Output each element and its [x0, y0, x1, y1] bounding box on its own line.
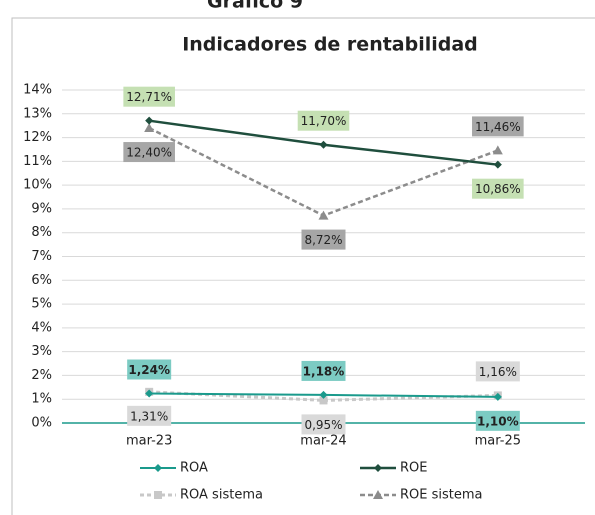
value-label: 1,10% [477, 414, 519, 428]
y-tick-label: 13% [23, 106, 52, 121]
value-label-box [301, 229, 346, 250]
value-label: 12,40% [126, 146, 172, 160]
value-label-box [301, 414, 346, 435]
value-label-box [127, 359, 172, 380]
y-tick-label: 6% [31, 273, 52, 288]
legend-label: ROA sistema [180, 488, 263, 503]
legend-label: ROE [400, 461, 427, 476]
value-label-box [472, 116, 524, 137]
marker [318, 210, 329, 220]
value-label: 10,86% [475, 182, 521, 196]
marker [319, 396, 328, 405]
y-tick-label: 3% [31, 344, 52, 359]
chart-frame [11, 17, 595, 515]
value-label-box [127, 405, 172, 426]
value-label: 1,16% [479, 365, 517, 379]
chart-heading: Gráfico 9 [207, 0, 303, 13]
y-tick-label: 9% [31, 201, 52, 216]
value-label: 1,24% [128, 363, 170, 377]
y-tick-label: 7% [31, 249, 52, 264]
value-label: 12,71% [126, 90, 172, 104]
value-label: 0,95% [304, 418, 342, 432]
marker [145, 389, 154, 398]
marker [144, 123, 155, 133]
y-tick-label: 12% [23, 130, 52, 145]
y-tick-label: 10% [23, 178, 52, 193]
value-label-box [297, 110, 350, 131]
x-tick-label: mar-23 [126, 434, 172, 449]
y-tick-label: 11% [23, 154, 52, 169]
value-label-box [472, 178, 524, 199]
x-tick-label: mar-25 [475, 434, 521, 449]
y-tick-label: 5% [31, 297, 52, 312]
marker [493, 392, 502, 401]
y-tick-label: 8% [31, 225, 52, 240]
marker [493, 160, 502, 169]
value-label: 11,46% [475, 120, 521, 134]
value-label-box [123, 142, 175, 163]
value-label: 1,18% [303, 364, 345, 378]
marker [374, 464, 382, 472]
value-label-box [301, 360, 346, 381]
y-tick-label: 0% [31, 416, 52, 431]
value-label: 1,31% [130, 409, 168, 423]
value-label-box [123, 86, 175, 107]
marker [154, 464, 162, 472]
value-label-box [475, 410, 520, 431]
y-tick-label: 1% [31, 392, 52, 407]
marker [319, 390, 328, 399]
marker [145, 116, 154, 125]
value-label: 11,70% [301, 114, 347, 128]
value-label: 8,72% [304, 233, 342, 247]
marker [373, 490, 383, 499]
marker [154, 491, 162, 499]
y-tick-label: 14% [23, 83, 52, 98]
legend-label: ROE sistema [400, 488, 483, 503]
y-tick-label: 4% [31, 320, 52, 335]
chart-title: Indicadores de rentabilidad [182, 34, 478, 56]
marker [492, 145, 503, 155]
marker [319, 140, 328, 149]
legend-label: ROA [180, 461, 208, 476]
value-label-box [475, 361, 520, 382]
y-tick-label: 2% [31, 368, 52, 383]
x-tick-label: mar-24 [300, 434, 346, 449]
